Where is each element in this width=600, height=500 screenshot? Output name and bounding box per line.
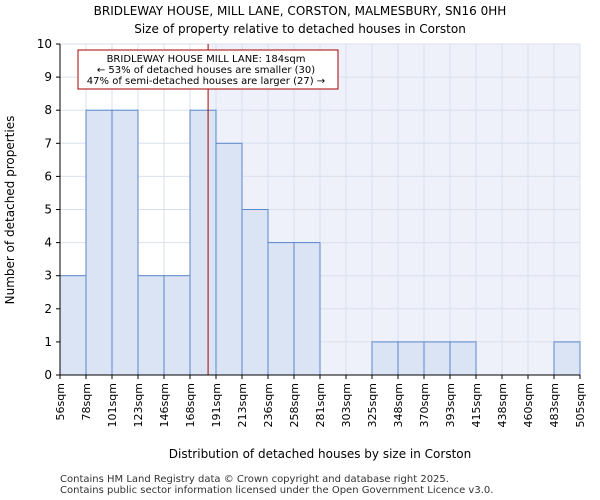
x-tick-label: 101sqm <box>106 383 119 427</box>
x-tick-label: 348sqm <box>392 383 405 427</box>
chart-subtitle: Size of property relative to detached ho… <box>134 22 466 36</box>
annotation-text-line: BRIDLEWAY HOUSE MILL LANE: 184sqm <box>107 54 306 65</box>
histogram-bar <box>163 275 191 376</box>
x-tick-label: 236sqm <box>262 383 275 427</box>
histogram-bar <box>397 341 425 376</box>
y-tick-label: 4 <box>44 236 52 250</box>
histogram-bar <box>267 242 295 376</box>
y-tick-label: 7 <box>44 136 52 150</box>
x-tick-label: 370sqm <box>418 383 431 427</box>
x-tick-label: 325sqm <box>366 383 379 427</box>
annotation-text-line: ← 53% of detached houses are smaller (30… <box>97 65 315 76</box>
x-tick-label: 460sqm <box>522 383 535 427</box>
x-tick-label: 191sqm <box>210 383 223 427</box>
y-tick-label: 2 <box>44 302 52 316</box>
x-tick-label: 393sqm <box>444 383 457 427</box>
histogram-bar <box>241 209 269 376</box>
x-tick-label: 146sqm <box>158 383 171 427</box>
y-tick-label: 0 <box>44 368 52 382</box>
histogram-bar <box>137 275 165 376</box>
x-tick-label: 281sqm <box>314 383 327 427</box>
histogram-bar <box>423 341 451 376</box>
x-tick-label: 258sqm <box>288 383 301 427</box>
y-tick-label: 3 <box>44 269 52 283</box>
histogram-bar <box>85 109 113 376</box>
x-tick-label: 123sqm <box>132 383 145 427</box>
histogram-bar <box>371 341 399 376</box>
x-axis-label: Distribution of detached houses by size … <box>169 447 471 461</box>
histogram-bar <box>111 109 139 376</box>
histogram-bar <box>59 275 87 376</box>
histogram-bar <box>553 341 581 376</box>
x-tick-label: 483sqm <box>548 383 561 427</box>
histogram-bar <box>449 341 477 376</box>
histogram-bar <box>215 142 243 376</box>
x-tick-label: 78sqm <box>80 383 93 420</box>
y-axis-label: Number of detached properties <box>3 116 17 305</box>
x-tick-label: 168sqm <box>184 383 197 427</box>
histogram-bar <box>293 242 321 376</box>
x-tick-label: 415sqm <box>470 383 483 427</box>
annotation-text-line: 47% of semi-detached houses are larger (… <box>87 76 325 87</box>
x-tick-label: 438sqm <box>496 383 509 427</box>
y-tick-label: 10 <box>37 37 52 51</box>
chart-title: BRIDLEWAY HOUSE, MILL LANE, CORSTON, MAL… <box>94 4 507 18</box>
x-tick-label: 56sqm <box>54 383 67 420</box>
y-tick-label: 8 <box>44 103 52 117</box>
annotation-box <box>77 49 339 90</box>
y-tick-label: 6 <box>44 169 52 183</box>
x-tick-label: 303sqm <box>340 383 353 427</box>
y-tick-label: 5 <box>44 203 52 217</box>
histogram-bar <box>189 109 217 376</box>
footer-line-2: Contains public sector information licen… <box>60 485 494 496</box>
x-tick-label: 213sqm <box>236 383 249 427</box>
footer-line-1: Contains HM Land Registry data © Crown c… <box>60 474 449 485</box>
y-tick-label: 9 <box>44 70 52 84</box>
y-tick-label: 1 <box>44 335 52 349</box>
x-tick-label: 505sqm <box>574 383 587 427</box>
